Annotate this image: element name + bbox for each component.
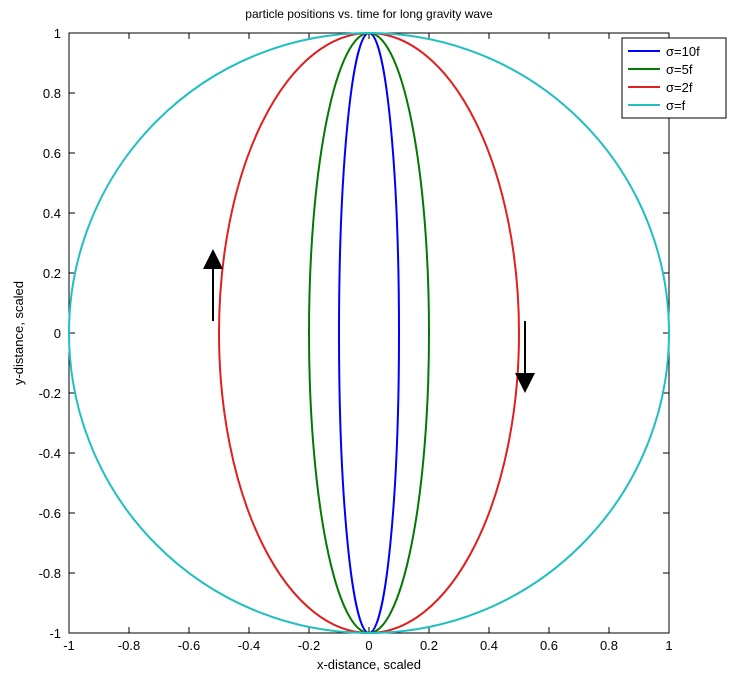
x-tick-label: -0.6 [178,638,200,653]
y-tick-label: 0 [54,326,61,341]
x-tick-label: 0.2 [420,638,438,653]
legend-label: σ=f [666,98,686,113]
series-curve [68,32,670,634]
x-tick-label: -0.4 [238,638,260,653]
x-axis-label: x-distance, scaled [317,657,421,672]
y-tick-label: 1 [54,26,61,41]
series-curves [68,32,670,634]
y-tick-label: -1 [49,626,61,641]
y-tick-label: 0.2 [43,266,61,281]
legend-label: σ=10f [666,44,700,59]
x-tick-label: 0.6 [540,638,558,653]
y-axis-label: y-distance, scaled [11,281,26,385]
axis-ticks: -1 -0.8 -0.6 -0.4 -0.2 0 0.2 0.4 0.6 0.8 1 1 0.8 0.6 0… [39,26,673,653]
y-tick-label: -0.8 [39,566,61,581]
y-tick-label: 0.4 [43,206,61,221]
legend-label: σ=2f [666,80,693,95]
x-tick-label: -0.8 [118,638,140,653]
chart-title: particle positions vs. time for long gra… [245,7,493,21]
x-tick-label: 1 [665,638,672,653]
y-tick-label: -0.4 [39,446,61,461]
direction-arrows [203,249,535,393]
legend-label: σ=5f [666,62,693,77]
legend: σ=10f σ=5f σ=2f σ=f [621,37,727,119]
x-tick-label: -1 [63,638,75,653]
y-tick-label: -0.2 [39,386,61,401]
arrow-head [203,249,223,269]
arrow-head [515,373,535,393]
y-tick-label: 0.8 [43,86,61,101]
x-tick-label: -0.2 [298,638,320,653]
y-tick-label: 0.6 [43,146,61,161]
x-tick-label: 0.4 [480,638,498,653]
x-tick-label: 0.8 [600,638,618,653]
plot-area [68,32,670,634]
x-tick-label: 0 [365,638,372,653]
y-tick-label: -0.6 [39,506,61,521]
